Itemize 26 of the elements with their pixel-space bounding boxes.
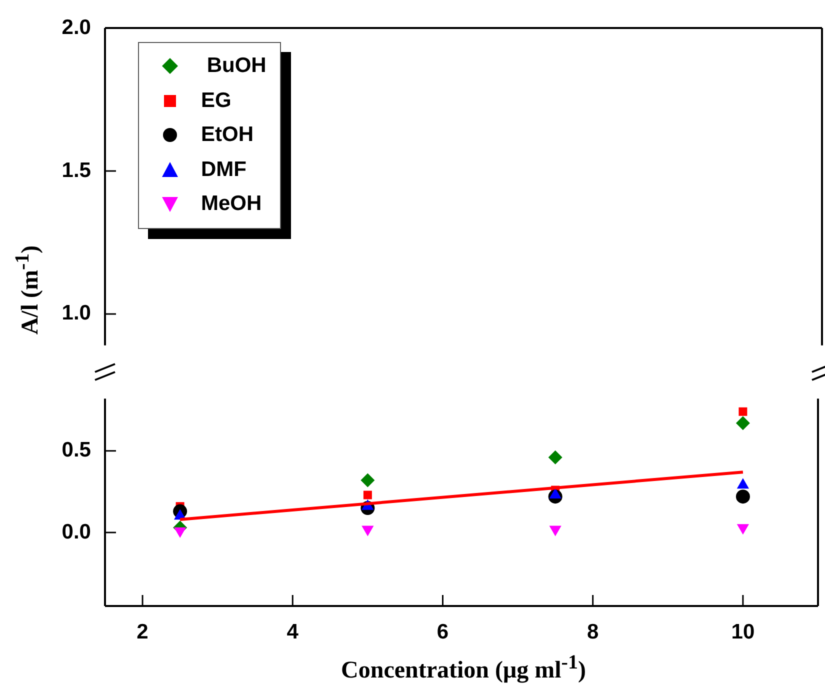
point bbox=[363, 490, 372, 500]
y-tick-label: 1.5 bbox=[62, 158, 92, 182]
point bbox=[548, 450, 562, 464]
legend-label: DMF bbox=[201, 158, 246, 182]
y-tick-label: 0.0 bbox=[62, 520, 91, 544]
x-tick-label: 2 bbox=[136, 620, 148, 644]
point bbox=[360, 473, 375, 488]
point bbox=[736, 416, 750, 430]
x-tick-label: 8 bbox=[587, 620, 599, 644]
y-tick-label: 0.5 bbox=[62, 438, 92, 462]
y-tick-label: 2.0 bbox=[62, 16, 91, 39]
legend-label: EtOH bbox=[201, 123, 254, 148]
legend-label: BuOH bbox=[206, 54, 266, 78]
x-tick-label: 4 bbox=[286, 620, 299, 644]
point bbox=[549, 526, 562, 536]
x-tick-label: 10 bbox=[731, 620, 755, 644]
legend-label: MeOH bbox=[201, 192, 262, 216]
point bbox=[736, 524, 750, 535]
point bbox=[362, 526, 374, 536]
point bbox=[174, 527, 186, 538]
x-axis-title: Concentration (μg ml$^{-1}$) bbox=[341, 652, 586, 684]
point bbox=[738, 407, 748, 416]
point bbox=[736, 490, 750, 504]
legend-label: EG bbox=[201, 88, 232, 113]
x-tick-label: 6 bbox=[436, 620, 449, 644]
y-tick-label: 1.0 bbox=[62, 302, 91, 325]
